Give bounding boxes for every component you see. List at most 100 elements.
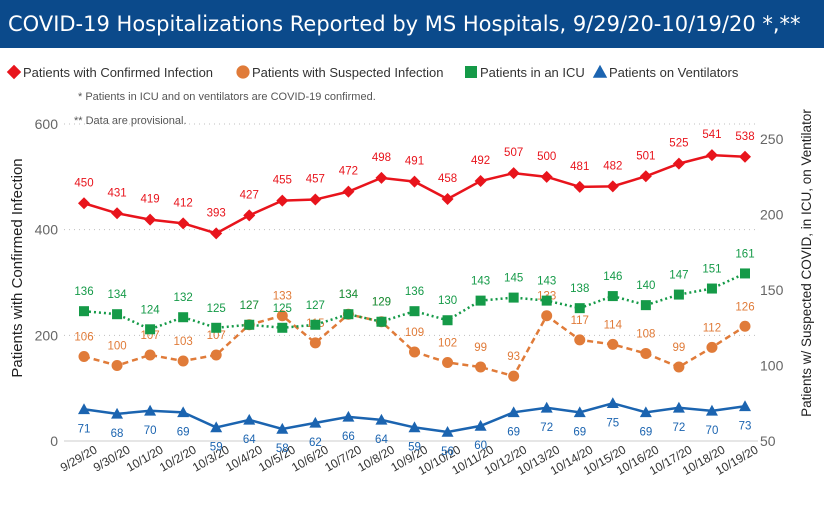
data-point-suspected — [210, 349, 222, 361]
data-label-icu: 134 — [107, 289, 127, 301]
data-label-icu: 140 — [636, 280, 655, 292]
data-point-ventilators — [276, 422, 289, 434]
data-point-ventilators — [739, 400, 751, 412]
data-label-ventilators: 69 — [177, 426, 190, 438]
data-point-confirmed — [111, 207, 124, 220]
data-label-confirmed: 393 — [207, 207, 226, 219]
data-label-suspected: 106 — [74, 331, 93, 343]
data-label-ventilators: 70 — [144, 425, 157, 437]
data-point-suspected — [177, 355, 189, 367]
y-left-tick-600: 600 — [35, 116, 59, 132]
data-label-confirmed: 507 — [504, 147, 523, 159]
data-point-suspected — [640, 347, 652, 359]
y-right-label: Patients w/ Suspected COVID, in ICU, on … — [799, 109, 814, 417]
data-point-confirmed — [177, 217, 190, 230]
data-label-suspected: 99 — [673, 342, 686, 354]
y-left-tick-0: 0 — [50, 433, 58, 449]
data-label-icu: 127 — [240, 300, 259, 312]
data-label-icu: 127 — [306, 300, 325, 312]
data-label-icu: 130 — [438, 295, 457, 307]
data-point-ventilators — [408, 421, 421, 433]
data-point-ventilators — [111, 407, 124, 419]
data-point-suspected — [574, 334, 586, 346]
data-label-icu: 125 — [207, 303, 226, 315]
data-label-suspected: 133 — [273, 291, 292, 303]
y-left-label: Patients with Confirmed Infection — [9, 158, 26, 377]
y-right-tick-100: 100 — [760, 358, 784, 374]
legend-marker-2 — [465, 66, 477, 78]
data-point-icu — [310, 319, 321, 330]
data-point-ventilators — [573, 406, 586, 418]
data-label-icu: 151 — [702, 264, 721, 276]
data-point-ventilators — [309, 416, 322, 428]
data-point-confirmed — [507, 167, 520, 180]
data-label-icu: 145 — [504, 273, 523, 285]
y-right-tick-200: 200 — [760, 207, 784, 223]
x-tick-label: 9/29/20 — [58, 442, 100, 474]
data-point-icu — [740, 268, 750, 279]
data-point-ventilators — [606, 397, 619, 409]
data-label-confirmed: 472 — [339, 166, 358, 178]
data-point-ventilators — [177, 406, 190, 418]
data-point-icu — [376, 316, 387, 327]
data-point-suspected — [309, 337, 321, 349]
data-label-suspected: 109 — [405, 327, 424, 339]
data-point-ventilators — [507, 406, 520, 418]
data-label-confirmed: 501 — [636, 150, 655, 162]
data-point-ventilators — [705, 404, 718, 416]
data-label-icu: 143 — [471, 276, 490, 288]
data-point-confirmed — [705, 149, 718, 162]
y-left-tick-400: 400 — [35, 222, 59, 238]
data-label-ventilators: 59 — [408, 441, 421, 453]
data-label-icu: 138 — [570, 283, 589, 295]
legend-label-2: Patients in an ICU — [480, 65, 585, 80]
data-label-confirmed: 525 — [669, 138, 688, 150]
data-label-ventilators: 64 — [243, 434, 256, 446]
data-label-ventilators: 68 — [111, 428, 124, 440]
data-label-ventilators: 69 — [507, 426, 520, 438]
data-label-ventilators: 75 — [606, 417, 619, 429]
data-point-suspected — [111, 360, 123, 372]
data-label-suspected: 117 — [571, 315, 589, 327]
data-point-suspected — [673, 361, 685, 373]
data-label-icu: 129 — [372, 297, 391, 309]
data-label-ventilators: 69 — [573, 426, 586, 438]
data-point-confirmed — [441, 193, 454, 206]
data-label-confirmed: 481 — [570, 161, 589, 173]
data-label-suspected: 134 — [339, 289, 359, 301]
data-point-icu — [442, 315, 453, 326]
data-point-confirmed — [672, 157, 685, 170]
data-point-confirmed — [309, 193, 322, 206]
data-label-suspected: 112 — [703, 322, 721, 334]
data-label-suspected: 126 — [735, 301, 754, 313]
x-tick-label: 9/30/20 — [91, 442, 133, 474]
data-label-confirmed: 541 — [702, 129, 721, 141]
data-point-icu — [343, 309, 354, 320]
data-label-suspected: 114 — [604, 319, 623, 331]
data-point-icu — [673, 289, 684, 300]
data-point-ventilators — [672, 401, 685, 413]
data-label-suspected: 129 — [372, 297, 391, 309]
data-label-icu: 147 — [669, 270, 688, 282]
data-label-ventilators: 56 — [441, 446, 454, 458]
data-point-confirmed — [573, 180, 586, 193]
x-tick-label: 10/2/20 — [157, 442, 199, 474]
data-point-confirmed — [276, 194, 289, 207]
data-point-icu — [277, 322, 288, 333]
data-label-suspected: 93 — [507, 351, 520, 363]
data-point-suspected — [607, 338, 619, 350]
data-label-icu: 136 — [405, 286, 424, 298]
x-tick-label: 10/7/20 — [322, 442, 364, 474]
data-label-suspected: 127 — [240, 300, 259, 312]
data-point-suspected — [276, 310, 288, 322]
data-label-icu: 132 — [174, 292, 193, 304]
data-point-icu — [244, 319, 255, 330]
data-point-ventilators — [474, 419, 487, 431]
data-point-confirmed — [474, 175, 487, 188]
data-point-ventilators — [375, 413, 388, 425]
data-point-suspected — [475, 361, 487, 373]
data-point-icu — [112, 309, 123, 320]
data-label-confirmed: 412 — [174, 197, 193, 209]
data-point-confirmed — [78, 197, 90, 210]
data-point-suspected — [508, 370, 520, 382]
